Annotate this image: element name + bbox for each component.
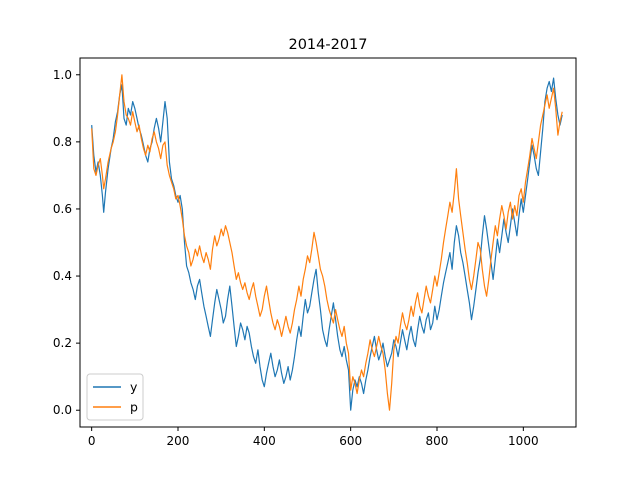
chart-title: 2014-2017 <box>288 37 367 53</box>
y-tick-label: 0.6 <box>53 202 72 216</box>
y-tick-label: 0.0 <box>53 403 72 417</box>
series-line-y <box>91 77 563 411</box>
legend: yp <box>86 373 144 421</box>
y-axis: 0.0 0.2 0.4 0.6 0.8 1.0 <box>53 68 80 417</box>
y-tick-label: 0.8 <box>53 135 72 149</box>
x-tick-label: 800 <box>426 434 449 448</box>
legend-label-y: y <box>130 380 138 395</box>
y-tick-label: 1.0 <box>53 68 72 82</box>
x-tick-label: 400 <box>253 434 276 448</box>
y-tick-label: 0.2 <box>53 336 72 350</box>
series-line-p <box>91 74 563 411</box>
legend-box <box>86 373 144 421</box>
axes-frame <box>79 57 577 428</box>
x-tick-label: 0 <box>88 434 96 448</box>
x-axis: 0 200 400 600 800 1000 <box>88 427 539 448</box>
series-layer <box>91 74 563 411</box>
y-tick-label: 0.4 <box>53 269 72 283</box>
legend-label-p: p <box>130 400 138 415</box>
x-tick-label: 1000 <box>508 434 539 448</box>
x-tick-label: 600 <box>339 434 362 448</box>
x-tick-label: 200 <box>167 434 190 448</box>
